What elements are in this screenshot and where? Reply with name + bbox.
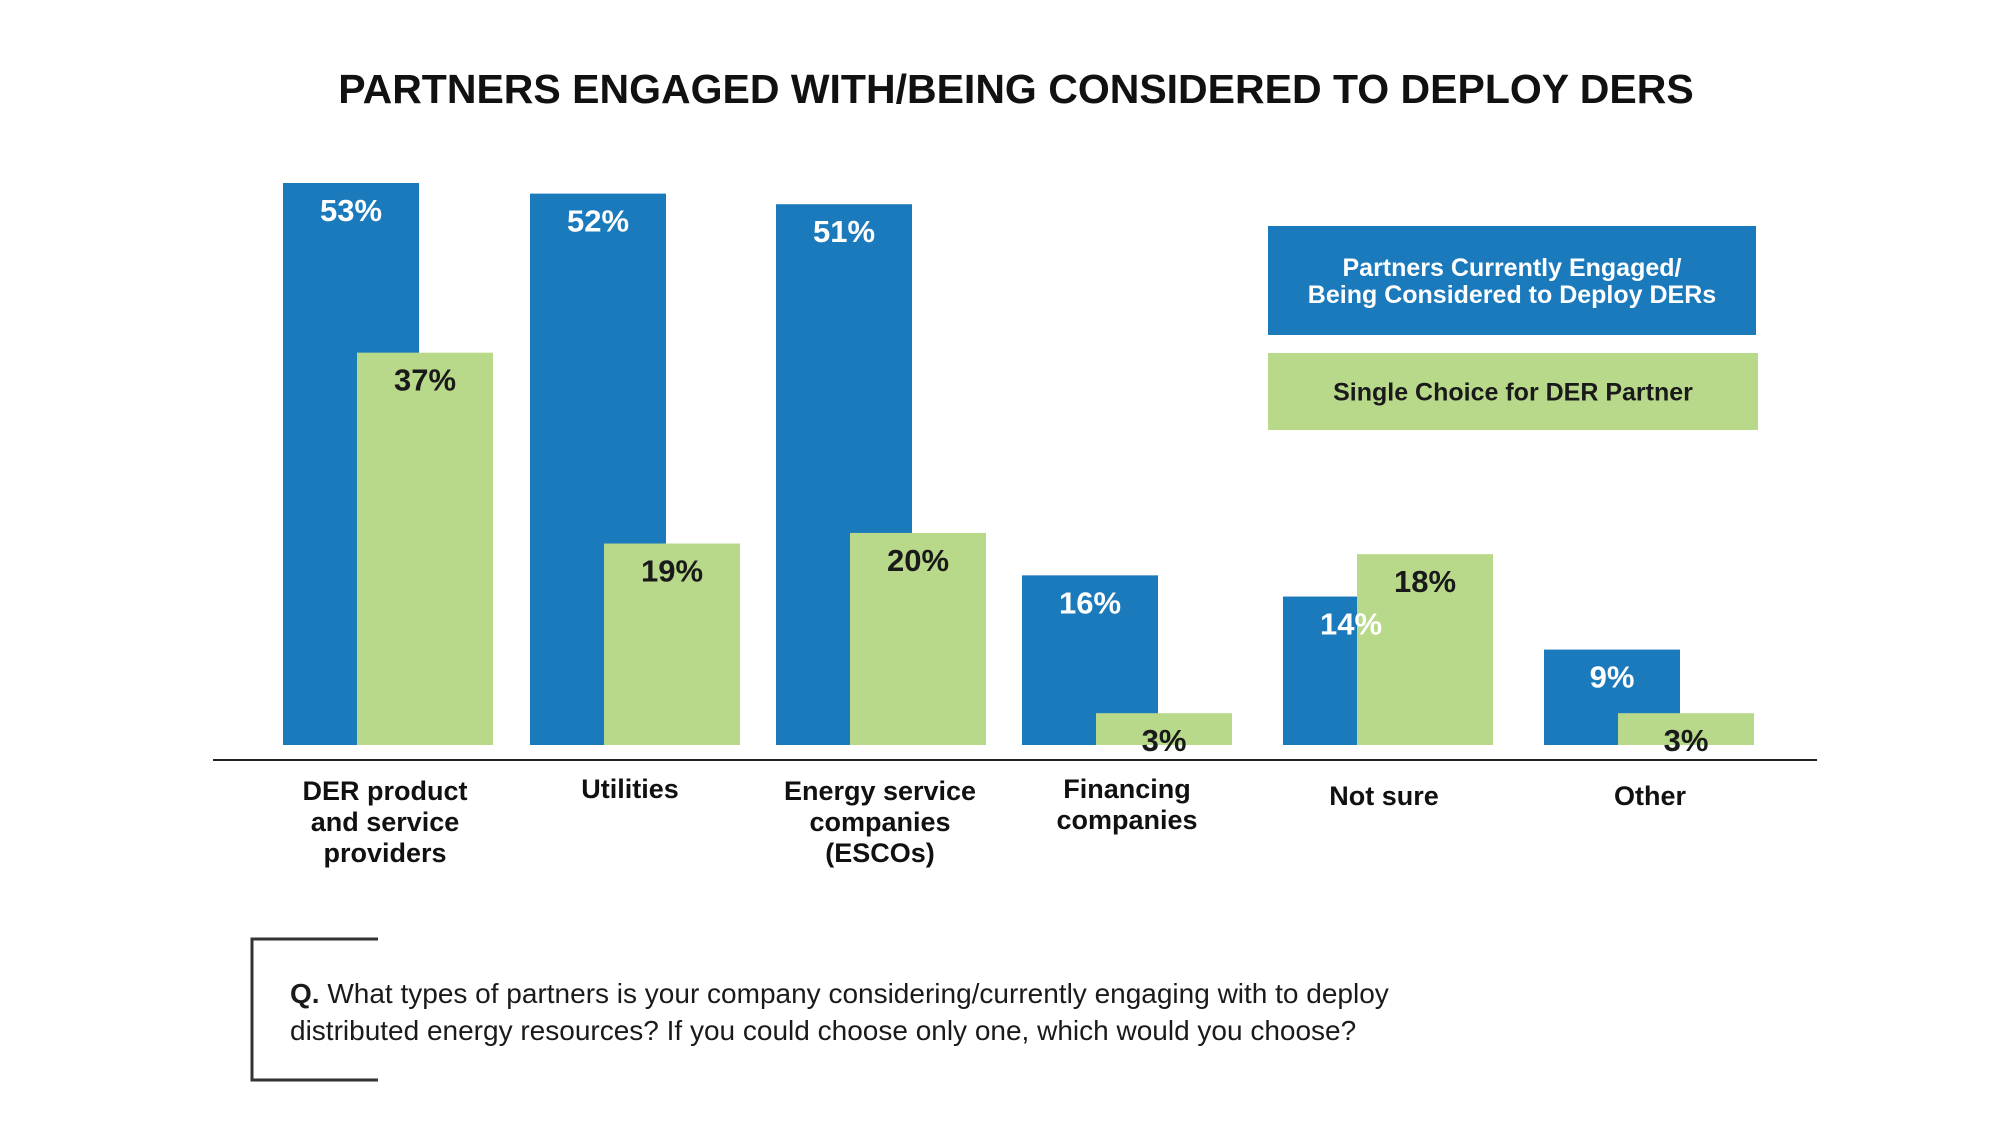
legend-swatch-1 (1268, 226, 1756, 335)
category-label-4-line-1: Financing (1063, 774, 1191, 804)
category-label-5-line-1: Not sure (1329, 781, 1439, 811)
data-label-s2-3: 20% (887, 543, 949, 578)
bar-s2-3 (850, 532, 986, 745)
legend-label-1-line-1: Partners Currently Engaged/ (1343, 254, 1682, 282)
data-label-s1-2: 52% (567, 204, 629, 239)
data-label-s1-1: 53% (320, 193, 382, 228)
bar-s2-2 (604, 543, 740, 745)
bars-layer (283, 183, 1754, 746)
data-label-s2-1: 37% (394, 363, 456, 398)
note-bracket (250, 937, 378, 1082)
data-label-s1-5: 14% (1320, 607, 1382, 642)
legend-label-2-line-1: Single Choice for DER Partner (1333, 379, 1693, 407)
category-label-1-line-3: providers (323, 838, 446, 868)
labels-layer: 53% 52% 51% 16% 14% 9% 37% 19% 20% 3% 18% 3% (320, 193, 1708, 758)
data-label-s1-6: 9% (1590, 660, 1635, 695)
note-line-1: Q. What types of partners is your compan… (290, 978, 1389, 1009)
bar-s2-1 (357, 352, 493, 745)
legend-swatch-2 (1268, 353, 1758, 430)
chart-title: PARTNERS ENGAGED WITH/BEING CONSIDERED T… (338, 66, 1693, 112)
category-label-3-line-1: Energy service (784, 776, 976, 806)
note-prefix: Q. (290, 978, 320, 1009)
category-label-2-line-1: Utilities (581, 774, 679, 804)
category-label-6-line-1: Other (1614, 781, 1687, 811)
bar-s2-6 (1618, 713, 1754, 745)
question-note: Q. What types of partners is your compan… (250, 937, 1389, 1082)
bar-s2-5 (1357, 554, 1493, 745)
data-label-s2-4: 3% (1142, 723, 1187, 758)
data-label-s2-5: 18% (1394, 564, 1456, 599)
category-label-1-line-1: DER product (303, 776, 468, 806)
category-label-3-line-3: (ESCOs) (825, 838, 935, 868)
data-label-s2-2: 19% (641, 554, 703, 589)
category-label-1-line-2: and service (311, 807, 460, 837)
note-text-1: What types of partners is your company c… (320, 978, 1389, 1009)
data-label-s1-4: 16% (1059, 585, 1121, 620)
data-label-s2-6: 3% (1664, 723, 1709, 758)
category-label-3-line-2: companies (809, 807, 950, 837)
category-label-4-line-2: companies (1056, 805, 1197, 835)
data-label-s1-3: 51% (813, 214, 875, 249)
legend: Partners Currently Engaged/Being Conside… (1268, 226, 1758, 430)
bar-s2-4 (1096, 713, 1232, 745)
note-line-2: distributed energy resources? If you cou… (290, 1015, 1356, 1046)
legend-label-1-line-2: Being Considered to Deploy DERs (1308, 281, 1716, 309)
